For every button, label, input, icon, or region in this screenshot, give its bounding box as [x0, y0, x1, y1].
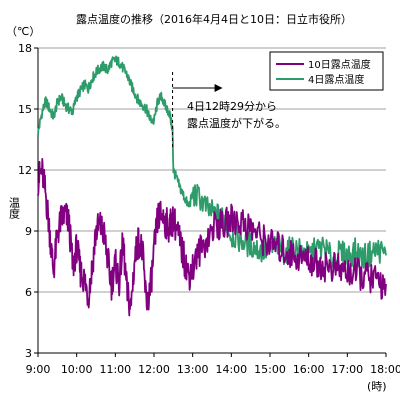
x-axis-unit: (時): [367, 380, 387, 393]
x-tick-label: 16:00: [293, 363, 325, 376]
annotation-text-line1: 4日12時29分から: [187, 100, 277, 113]
legend-label-apr10: 10日露点温度: [308, 58, 371, 71]
y-tick-label: 12: [18, 164, 32, 177]
x-tick-label: 17:00: [331, 363, 363, 376]
y-tick-label: 3: [25, 347, 32, 360]
x-tick-label: 10:00: [61, 363, 93, 376]
x-tick-label: 11:00: [99, 363, 131, 376]
y-axis-unit: （℃）: [6, 25, 40, 38]
annotation-arrow-head: [214, 84, 223, 92]
annotation-text-line2: 露点温度が下がる。: [187, 116, 286, 130]
x-tick-label: 15:00: [254, 363, 286, 376]
y-tick-label: 18: [18, 42, 32, 55]
x-tick-label: 18:00: [370, 363, 400, 376]
x-tick-label: 14:00: [215, 363, 247, 376]
x-tick-label: 9:00: [26, 363, 51, 376]
y-tick-label: 9: [25, 225, 32, 238]
x-tick-label: 12:00: [138, 363, 170, 376]
y-axis-label: 温度: [8, 197, 21, 220]
series-lines: [37, 55, 387, 317]
legend-label-apr4: 4日露点温度: [308, 73, 364, 86]
series-line-apr10: [37, 157, 387, 317]
axes: 3 6 9 12 15 18 9:00 10:00 11:00 12:00 13:00 14:00 15…: [18, 42, 400, 376]
y-tick-label: 6: [25, 286, 32, 299]
chart-title: 露点温度の推移（2016年4月4日と10日：日立市役所）: [76, 12, 352, 26]
legend: 10日露点温度 4日露点温度: [269, 51, 384, 91]
y-tick-label: 15: [18, 103, 32, 116]
x-tick-label: 13:00: [177, 363, 209, 376]
legend-box: [269, 51, 384, 91]
